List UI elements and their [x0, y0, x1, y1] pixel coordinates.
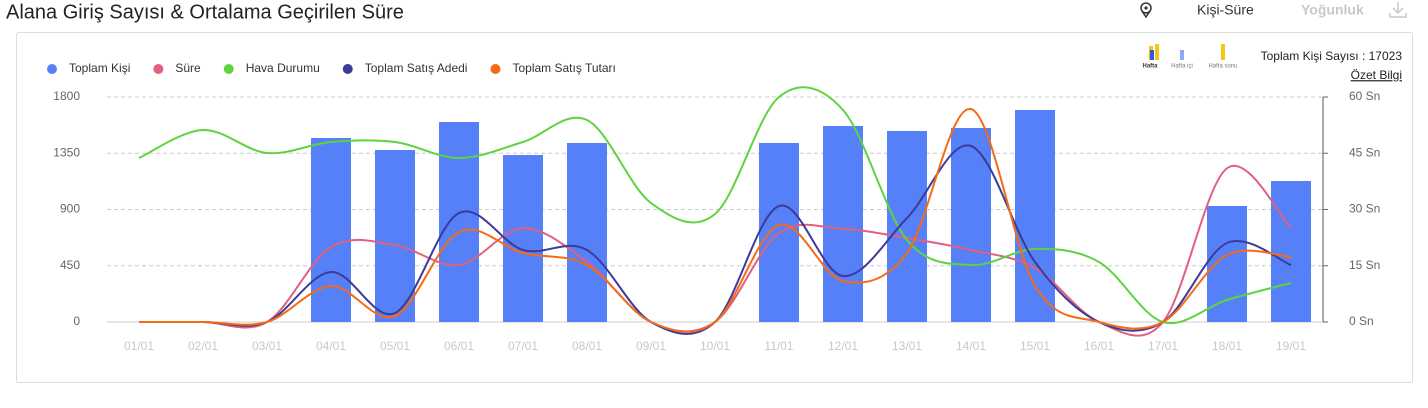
- y2-tick-label: 60 Sn: [1349, 89, 1380, 103]
- icon-bar: [1150, 50, 1154, 60]
- y2-tick-label: 15 Sn: [1349, 258, 1380, 272]
- bar: [823, 126, 863, 322]
- bar: [503, 155, 543, 322]
- y-tick-label: 1800: [53, 89, 80, 103]
- period-toggle[interactable]: Hafta Hafta içi Hafta sonu: [1142, 44, 1238, 70]
- mode-button[interactable]: Kişi-Süre: [1197, 2, 1254, 18]
- y-tick-label: 450: [60, 258, 80, 272]
- line: [139, 144, 1292, 335]
- x-tick-label: 14/01: [956, 339, 986, 353]
- period-label[interactable]: Hafta: [1142, 64, 1158, 70]
- legend-label: Hava Durumu: [246, 61, 320, 75]
- y-tick-label: 900: [60, 202, 80, 216]
- line: [139, 107, 1292, 333]
- y2-tick-label: 30 Sn: [1349, 202, 1380, 216]
- bar: [1015, 110, 1055, 322]
- x-tick-label: 01/01: [124, 339, 154, 353]
- legend-marker: [223, 64, 234, 74]
- panel: [16, 32, 1413, 383]
- x-tick-label: 17/01: [1148, 339, 1178, 353]
- legend-marker: [153, 64, 164, 74]
- legend-label: Toplam Satış Adedi: [365, 61, 468, 75]
- summary-link[interactable]: Özet Bilgi: [1351, 68, 1402, 82]
- line: [139, 164, 1292, 337]
- summary-text: Toplam Kişi Sayısı : 17023: [1261, 49, 1403, 63]
- pin-tip: [1141, 10, 1151, 19]
- period-label[interactable]: Hafta içi: [1171, 64, 1193, 70]
- y2-tick-label: 0 Sn: [1349, 314, 1374, 328]
- icon-bar: [1155, 44, 1159, 60]
- bar: [887, 131, 927, 322]
- icon-bar: [1180, 50, 1184, 60]
- x-tick-label: 08/01: [572, 339, 602, 353]
- x-tick-label: 15/01: [1020, 339, 1050, 353]
- legend-label: Toplam Kişi: [69, 61, 130, 75]
- bar: [567, 143, 607, 322]
- download-icon[interactable]: [1389, 2, 1407, 18]
- bar: [1207, 206, 1247, 322]
- legend-label: Süre: [175, 61, 201, 75]
- bar: [439, 122, 479, 322]
- bar: [951, 128, 991, 322]
- line: [138, 86, 1292, 325]
- x-tick-label: 11/01: [764, 339, 793, 353]
- x-tick-label: 06/01: [444, 339, 474, 353]
- bar: [375, 150, 415, 322]
- y2-tick-label: 45 Sn: [1349, 145, 1380, 159]
- x-tick-label: 13/01: [892, 339, 922, 353]
- bar: [1271, 181, 1311, 322]
- x-tick-label: 12/01: [828, 339, 858, 353]
- legend-marker: [342, 64, 353, 74]
- x-tick-label: 10/01: [700, 339, 730, 353]
- location-icon[interactable]: [1140, 2, 1152, 19]
- bar: [311, 138, 351, 322]
- download-glyph: [1389, 2, 1407, 18]
- legend-label: Toplam Satış Tutarı: [512, 61, 615, 75]
- y-tick-label: 0: [73, 314, 80, 328]
- x-tick-label: 19/01: [1276, 339, 1306, 353]
- pin: [1140, 2, 1152, 14]
- legend-marker: [47, 64, 57, 74]
- x-tick-label: 18/01: [1212, 339, 1242, 353]
- legend-marker: [490, 64, 501, 74]
- y-tick-label: 1350: [53, 145, 80, 159]
- x-tick-label: 07/01: [508, 339, 538, 353]
- icon-bar: [1221, 44, 1225, 60]
- x-tick-label: 04/01: [316, 339, 346, 353]
- pin-dot: [1144, 6, 1148, 10]
- x-tick-label: 09/01: [636, 339, 666, 353]
- period-label[interactable]: Hafta sonu: [1208, 64, 1237, 70]
- x-tick-label: 03/01: [252, 339, 282, 353]
- x-tick-label: 02/01: [188, 339, 218, 353]
- chart-title: Alana Giriş Sayısı & Ortalama Geçirilen …: [6, 1, 404, 23]
- mode-button[interactable]: Yoğunluk: [1301, 2, 1364, 18]
- x-tick-label: 05/01: [380, 339, 410, 353]
- x-tick-label: 16/01: [1084, 339, 1114, 353]
